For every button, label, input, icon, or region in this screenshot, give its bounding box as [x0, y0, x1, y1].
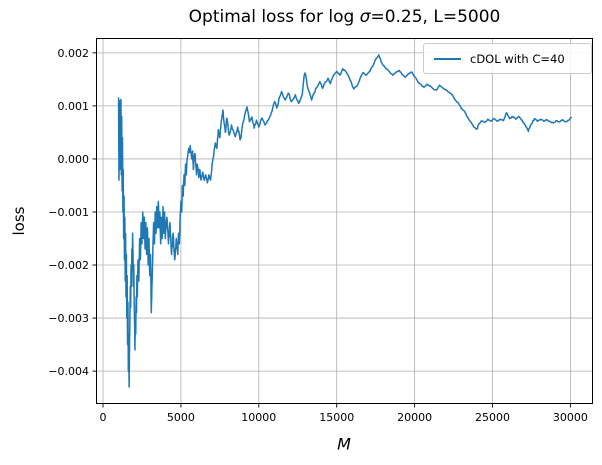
legend-label: cDOL with C=40 [470, 51, 565, 66]
axes-spines [96, 38, 593, 404]
chart-title-suffix: =0.25, L=5000 [370, 7, 501, 27]
y-tick-label: −0.002 [48, 259, 89, 272]
x-axis-label: M [337, 434, 351, 454]
x-tick-label: 10000 [241, 411, 276, 424]
x-tick-label: 15000 [319, 411, 354, 424]
y-tick-label: 0.001 [58, 100, 90, 113]
chart-title: Optimal loss for log σ=0.25, L=5000 [96, 5, 593, 29]
x-tick-label: 5000 [167, 411, 195, 424]
x-tick-label: 20000 [397, 411, 432, 424]
y-tick-label: 0.000 [58, 153, 90, 166]
y-tick-label: −0.003 [48, 312, 89, 325]
y-tick-label: −0.001 [48, 206, 89, 219]
series-line [117, 54, 572, 388]
y-tick-label: −0.004 [48, 365, 89, 378]
y-tick-label: 0.002 [58, 47, 90, 60]
y-axis-label: loss [10, 206, 28, 236]
legend: cDOL with C=40 [423, 43, 592, 74]
legend-line-sample [434, 57, 461, 60]
x-tick-label: 25000 [475, 411, 510, 424]
x-tick-label: 30000 [553, 411, 588, 424]
chart-title-prefix: Optimal loss for log [188, 7, 360, 27]
sigma-symbol: σ [359, 7, 371, 27]
x-tick-label: 0 [100, 411, 107, 424]
